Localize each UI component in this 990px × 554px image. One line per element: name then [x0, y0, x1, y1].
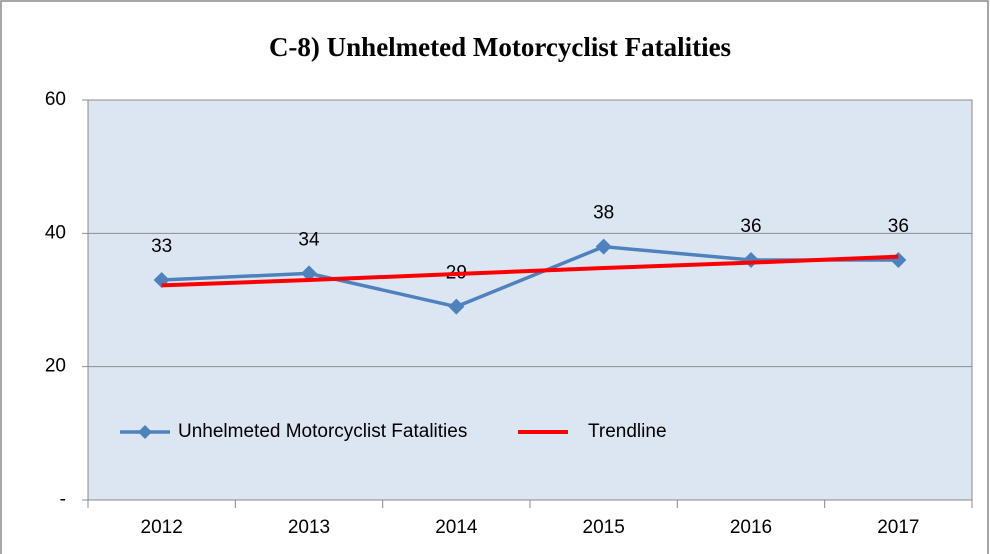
- data-label: 38: [593, 203, 614, 224]
- point-marker: [448, 298, 465, 315]
- x-tick-label: 2012: [141, 517, 183, 538]
- data-label: 34: [298, 229, 320, 250]
- legend-marker: [138, 425, 152, 439]
- data-label: 33: [151, 236, 172, 257]
- legend-label: Unhelmeted Motorcyclist Fatalities: [178, 421, 467, 442]
- chart-title: C-8) Unhelmeted Motorcyclist Fatalities: [269, 32, 731, 62]
- x-tick-label: 2017: [877, 517, 919, 538]
- x-tick-label: 2013: [288, 517, 330, 538]
- point-marker: [595, 238, 612, 255]
- data-label: 36: [888, 216, 909, 237]
- point-marker: [301, 265, 317, 282]
- y-tick-label: 20: [45, 356, 66, 377]
- x-tick-label: 2014: [435, 517, 478, 538]
- data-label: 36: [740, 216, 761, 237]
- y-tick-label: -: [60, 489, 66, 510]
- y-tick-label: 40: [45, 222, 66, 243]
- legend-label: Trendline: [588, 421, 667, 442]
- y-tick-label: 60: [45, 89, 66, 110]
- x-tick-label: 2015: [583, 517, 625, 538]
- series-line: [161, 254, 899, 288]
- x-tick-label: 2016: [730, 517, 772, 538]
